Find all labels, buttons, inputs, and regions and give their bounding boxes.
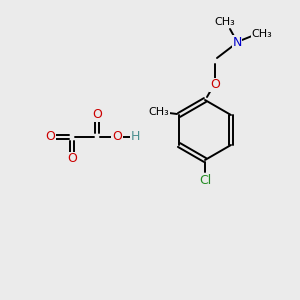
Text: N: N (232, 35, 242, 49)
Text: O: O (112, 130, 122, 143)
Text: H: H (130, 130, 140, 143)
Text: CH₃: CH₃ (148, 107, 170, 117)
Text: Cl: Cl (199, 173, 211, 187)
Text: O: O (45, 130, 55, 143)
Text: CH₃: CH₃ (252, 29, 272, 39)
Text: O: O (92, 109, 102, 122)
Text: O: O (67, 152, 77, 166)
Text: O: O (210, 79, 220, 92)
Text: CH₃: CH₃ (214, 17, 236, 27)
